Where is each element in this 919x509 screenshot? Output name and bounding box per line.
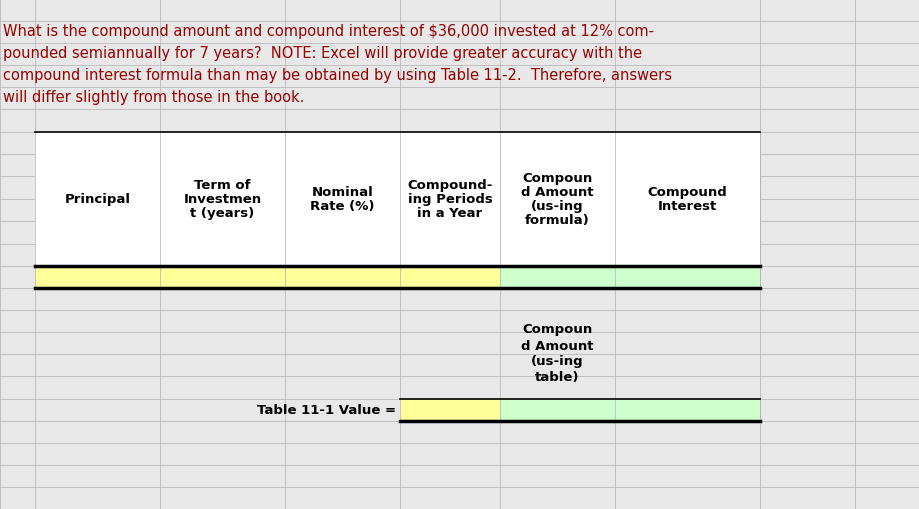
Text: Rate (%): Rate (%) [311,200,375,213]
Text: t (years): t (years) [190,207,255,219]
Text: in a Year: in a Year [417,207,482,219]
Text: Interest: Interest [658,200,717,213]
Text: Nominal: Nominal [312,186,373,199]
Bar [35,267,500,289]
Text: Compound: Compound [648,186,727,199]
Text: table): table) [535,371,580,384]
Text: Term of: Term of [194,179,251,191]
Text: (us-ing: (us-ing [531,355,584,368]
Text: Table 11-1 Value =: Table 11-1 Value = [257,403,396,416]
Text: (us-ing: (us-ing [531,200,584,213]
Text: will differ slightly from those in the book.: will differ slightly from those in the b… [3,90,304,105]
Text: d Amount: d Amount [521,186,594,199]
Bar [400,399,500,421]
Bar [500,399,760,421]
Text: ing Periods: ing Periods [408,192,493,206]
Text: formula): formula) [525,214,590,227]
Bar [35,133,760,267]
Text: Compound-: Compound- [407,179,493,191]
Text: Investmen: Investmen [184,192,262,206]
Text: compound interest formula than may be obtained by using Table 11-2.  Therefore, : compound interest formula than may be ob… [3,68,672,83]
Text: What is the compound amount and compound interest of $36,000 invested at 12% com: What is the compound amount and compound… [3,24,654,39]
Text: d Amount: d Amount [521,339,594,352]
Bar [500,267,760,289]
Text: Compoun: Compoun [522,172,593,185]
Text: Compoun: Compoun [522,323,593,336]
Text: Principal: Principal [64,192,130,206]
Text: pounded semiannually for 7 years?  NOTE: Excel will provide greater accuracy wit: pounded semiannually for 7 years? NOTE: … [3,46,642,61]
